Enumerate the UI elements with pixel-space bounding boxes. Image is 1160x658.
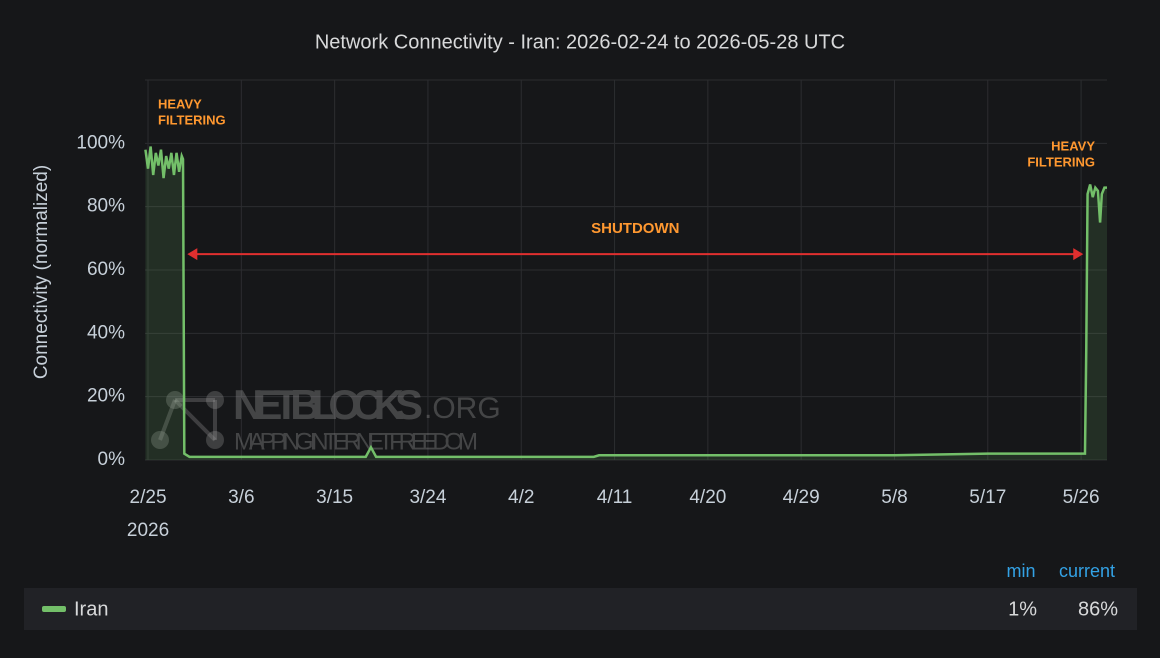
watermark-logo xyxy=(166,391,184,409)
x-tick-label: 3/6 xyxy=(228,487,254,508)
legend-label: Iran xyxy=(74,598,108,620)
x-tick-label: 4/2 xyxy=(508,487,534,508)
annotation-label: HEAVY xyxy=(1051,138,1095,153)
x-tick-label: 5/8 xyxy=(881,487,907,508)
y-tick-label: 40% xyxy=(87,322,125,343)
legend-column-header: min xyxy=(1006,561,1035,581)
arrow-head xyxy=(187,248,198,261)
legend-column-header: current xyxy=(1059,561,1115,581)
y-tick-label: 100% xyxy=(76,132,125,153)
x-year-label: 2026 xyxy=(127,520,169,541)
legend-value: 1% xyxy=(1008,598,1037,620)
y-tick-label: 20% xyxy=(87,386,125,407)
x-tick-label: 5/26 xyxy=(1063,487,1100,508)
x-tick-label: 4/29 xyxy=(783,487,820,508)
x-tick-label: 4/11 xyxy=(597,487,633,508)
arrow-head xyxy=(1073,248,1084,261)
annotation-label: FILTERING xyxy=(158,112,226,127)
watermark-logo xyxy=(206,391,224,409)
x-tick-label: 5/17 xyxy=(969,487,1006,508)
annotation-label: HEAVY xyxy=(158,96,202,111)
legend-swatch xyxy=(42,606,66,612)
x-tick-label: 3/24 xyxy=(409,487,446,508)
watermark-logo xyxy=(151,431,169,449)
y-axis-label: Connectivity (normalized) xyxy=(31,165,52,379)
watermark-logo xyxy=(173,398,217,442)
x-tick-label: 3/15 xyxy=(316,487,353,508)
y-tick-label: 0% xyxy=(98,449,126,470)
annotation-label: SHUTDOWN xyxy=(591,220,679,237)
chart-title: Network Connectivity - Iran: 2026-02-24 … xyxy=(315,31,845,53)
x-tick-label: 2/25 xyxy=(130,487,167,508)
watermark-logo xyxy=(206,431,224,449)
x-tick-label: 4/20 xyxy=(689,487,726,508)
y-tick-label: 80% xyxy=(87,196,125,217)
watermark-tagline: MAPPING INTERNET FREEDOM xyxy=(234,428,478,455)
watermark-suffix: .ORG xyxy=(424,392,501,425)
legend-value: 86% xyxy=(1078,598,1118,620)
legend-row xyxy=(24,588,1137,630)
series-line xyxy=(144,146,1107,459)
watermark-name: NETBLOCKS xyxy=(233,381,423,428)
annotation-label: FILTERING xyxy=(1027,154,1095,169)
watermark-logo xyxy=(158,399,177,441)
y-tick-label: 60% xyxy=(87,259,125,280)
